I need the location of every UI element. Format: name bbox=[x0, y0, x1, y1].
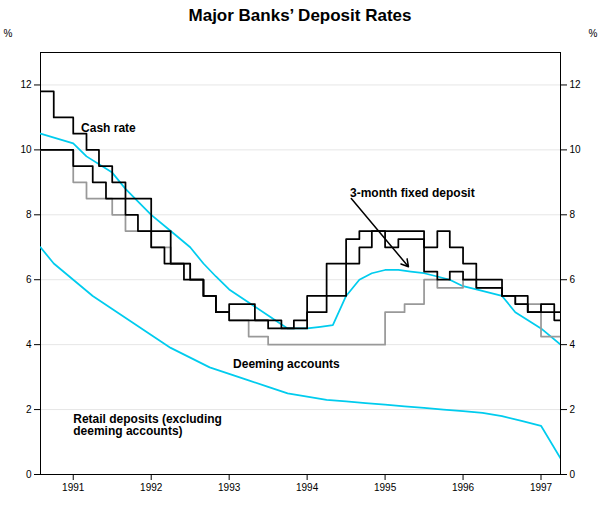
svg-text:2: 2 bbox=[570, 404, 576, 415]
svg-text:Retail deposits (excludingdeem: Retail deposits (excludingdeeming accoun… bbox=[73, 412, 222, 438]
svg-text:2: 2 bbox=[26, 404, 32, 415]
svg-text:Cash rate: Cash rate bbox=[81, 121, 136, 135]
svg-text:0: 0 bbox=[570, 469, 576, 480]
svg-text:4: 4 bbox=[570, 339, 576, 350]
html-text:Major Banks’ Deposit Rates: Major Banks’ Deposit Rates bbox=[188, 6, 412, 25]
svg-text:1995: 1995 bbox=[374, 482, 397, 493]
svg-text:6: 6 bbox=[26, 274, 32, 285]
svg-text:12: 12 bbox=[570, 79, 582, 90]
svg-text:1991: 1991 bbox=[62, 482, 85, 493]
svg-text:10: 10 bbox=[20, 144, 32, 155]
svg-text:%: % bbox=[589, 28, 598, 39]
svg-text:8: 8 bbox=[570, 209, 576, 220]
svg-text:1992: 1992 bbox=[140, 482, 163, 493]
svg-text:Deeming accounts: Deeming accounts bbox=[233, 357, 340, 371]
svg-text:4: 4 bbox=[26, 339, 32, 350]
svg-text:8: 8 bbox=[26, 209, 32, 220]
svg-text:12: 12 bbox=[20, 79, 32, 90]
svg-text:6: 6 bbox=[570, 274, 576, 285]
svg-text:1994: 1994 bbox=[296, 482, 319, 493]
svg-text:1993: 1993 bbox=[218, 482, 241, 493]
svg-text:10: 10 bbox=[570, 144, 582, 155]
svg-text:0: 0 bbox=[26, 469, 32, 480]
svg-text:%: % bbox=[4, 28, 13, 39]
svg-text:1997: 1997 bbox=[530, 482, 553, 493]
svg-text:3-month fixed deposit: 3-month fixed deposit bbox=[350, 186, 475, 200]
svg-text:1996: 1996 bbox=[452, 482, 475, 493]
